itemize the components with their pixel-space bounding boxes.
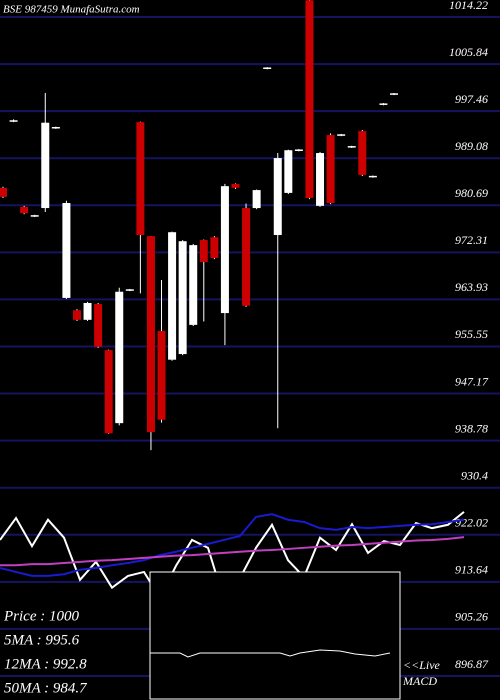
candle-body [83,302,92,320]
candle-body [252,190,261,209]
candle-body [189,245,198,325]
candle-body [146,236,155,433]
candle-body [72,310,81,320]
y-tick-label: 930.4 [461,468,488,482]
y-tick-label: 905.26 [455,610,488,624]
y-tick-label: 1014.22 [449,0,488,12]
candle-body [231,183,240,188]
y-tick-label: 963.93 [455,280,488,294]
candle-body [273,158,282,236]
candle-body [326,135,335,204]
y-tick-label: 913.64 [455,563,488,577]
candle-body [358,131,367,175]
y-tick-label: 896.87 [455,657,489,671]
y-tick-label: 947.17 [455,374,489,388]
candle-body [157,331,166,420]
candle-body [136,122,145,236]
candle-body [242,208,251,306]
candle-body [178,241,187,355]
chart-title: BSE 987459 MunafaSutra.com [3,4,140,16]
macd-label: MACD [402,674,437,688]
candle-body [220,186,229,314]
candle-body [0,187,7,197]
y-tick-label: 989.08 [455,139,488,153]
macd-line [150,649,391,658]
macd-label: <<Live [403,658,441,672]
y-tick-label: 938.78 [455,421,488,435]
y-tick-label: 972.31 [455,233,488,247]
candle-body [104,350,113,434]
candle-body [41,122,50,209]
info-price: Price : 1000 [3,608,79,624]
info-12ma: 12MA : 992.8 [4,656,87,672]
indicator-line [0,536,465,567]
candle-body [210,237,219,259]
candle-body [316,153,325,206]
y-tick-label: 1005.84 [449,45,488,59]
candle-body [94,304,103,347]
candle-body [115,291,124,424]
macd-panel [149,571,401,700]
candle-body [284,150,293,193]
info-5ma: 5MA : 995.6 [4,632,80,648]
info-50ma: 50MA : 984.7 [4,680,88,696]
candle-body [62,203,71,298]
candle-body [305,0,314,198]
y-tick-label: 980.69 [455,186,488,200]
candle-body [168,232,177,360]
candle-body [199,240,208,262]
candle-body [20,206,29,214]
y-tick-label: 955.55 [455,327,488,341]
y-tick-label: 997.46 [455,92,488,106]
y-tick-label: 922.02 [455,516,488,530]
indicator-line [0,513,465,577]
